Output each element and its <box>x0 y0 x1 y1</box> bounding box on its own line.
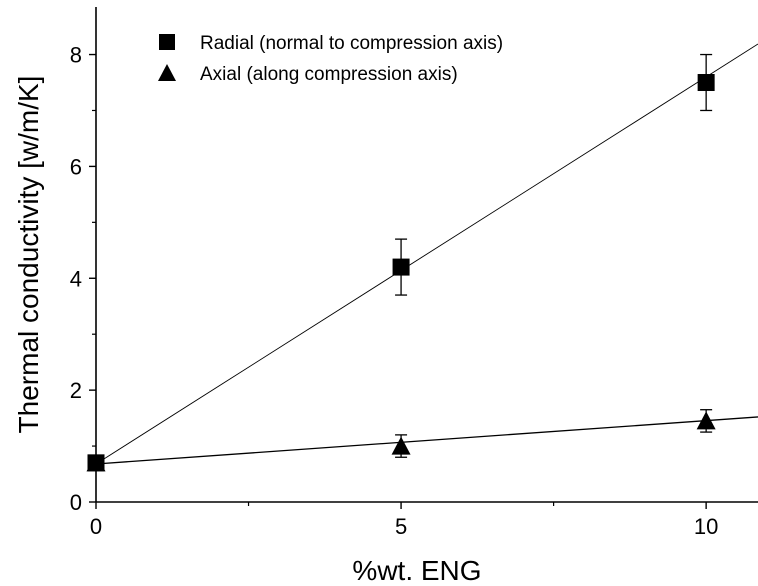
x-tick-label: 0 <box>90 514 102 539</box>
x-axis-title: %wt. ENG <box>352 555 481 586</box>
error-bars <box>395 53 713 458</box>
fit-line-triangle <box>95 416 758 465</box>
fit-line-square <box>95 43 758 465</box>
legend-label: Radial (normal to compression axis) <box>200 33 503 54</box>
data-markers <box>86 74 716 472</box>
triangle-point <box>391 436 411 455</box>
x-tick-label: 5 <box>395 514 407 539</box>
x-axis-ticks: 0 5 10 <box>90 502 718 539</box>
legend-label: Axial (along compression axis) <box>200 64 458 85</box>
y-axis-ticks: 0 2 4 6 8 <box>70 43 96 515</box>
triangle-point <box>696 411 716 430</box>
legend: Radial (normal to compression axis) Axial… <box>158 33 503 85</box>
triangle-point <box>86 453 106 472</box>
y-axis-title: Thermal conductivity [w/m/K] <box>13 76 44 434</box>
y-tick-label: 4 <box>70 266 82 291</box>
square-point <box>697 74 715 92</box>
y-tick-label: 8 <box>70 43 82 68</box>
legend-square-marker <box>159 34 175 50</box>
y-tick-label: 0 <box>70 490 82 515</box>
axes <box>95 7 758 503</box>
square-point <box>392 258 410 276</box>
x-tick-label: 10 <box>694 514 718 539</box>
y-tick-label: 2 <box>70 378 82 403</box>
legend-triangle-marker <box>158 64 176 81</box>
fit-lines <box>95 43 758 465</box>
y-tick-label: 6 <box>70 154 82 179</box>
